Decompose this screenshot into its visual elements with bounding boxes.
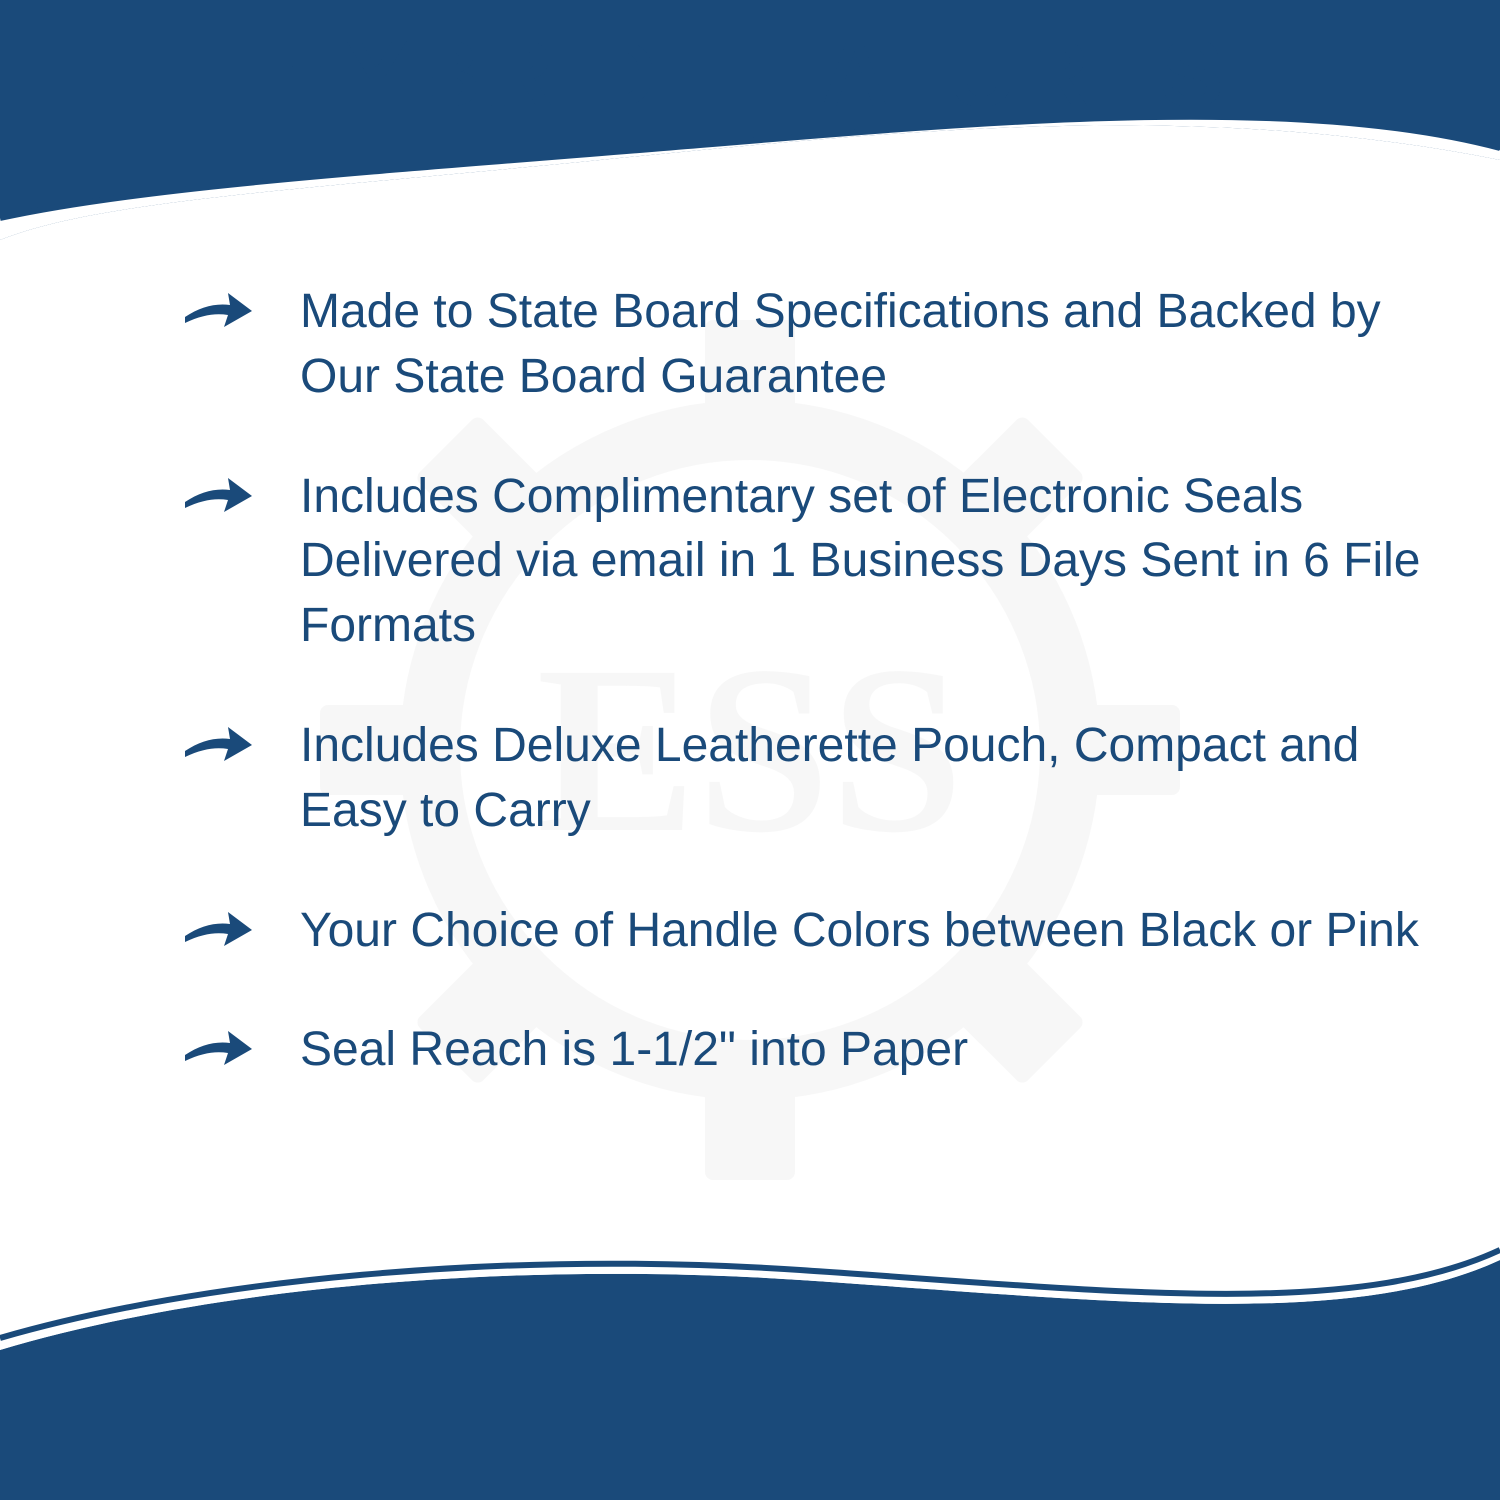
feature-item: Includes Deluxe Leatherette Pouch, Compa… xyxy=(180,714,1440,844)
arrow-icon xyxy=(180,1023,255,1073)
features-list: Made to State Board Specifications and B… xyxy=(180,280,1440,1138)
feature-item: Includes Complimentary set of Electronic… xyxy=(180,465,1440,659)
arrow-icon xyxy=(180,904,255,954)
arrow-icon xyxy=(180,719,255,769)
feature-item: Seal Reach is 1-1/2" into Paper xyxy=(180,1018,1440,1083)
feature-text: Seal Reach is 1-1/2" into Paper xyxy=(300,1018,968,1083)
arrow-icon xyxy=(180,470,255,520)
arrow-icon xyxy=(180,285,255,335)
feature-item: Made to State Board Specifications and B… xyxy=(180,280,1440,410)
page-title: HYBRID FEATURES xyxy=(0,20,1500,129)
feature-text: Includes Deluxe Leatherette Pouch, Compa… xyxy=(300,714,1440,844)
feature-text: Your Choice of Handle Colors between Bla… xyxy=(300,899,1419,964)
feature-text: Includes Complimentary set of Electronic… xyxy=(300,465,1440,659)
feature-text: Made to State Board Specifications and B… xyxy=(300,280,1440,410)
feature-item: Your Choice of Handle Colors between Bla… xyxy=(180,899,1440,964)
